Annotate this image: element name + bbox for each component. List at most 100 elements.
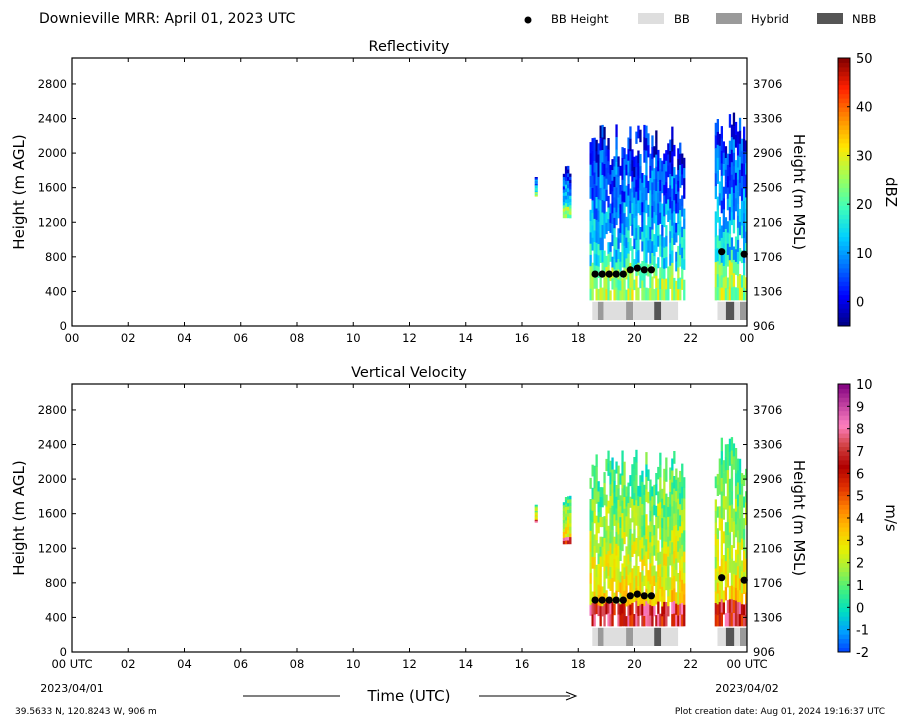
data-cell: [655, 239, 658, 252]
data-cell: [613, 547, 616, 560]
data-cell: [623, 213, 626, 225]
x-tick-label: 14: [458, 331, 473, 345]
data-cell: [665, 257, 668, 269]
data-cell: [740, 213, 744, 226]
data-cell: [728, 452, 732, 466]
data-cell: [677, 573, 680, 584]
data-cell: [615, 149, 618, 163]
data-cell: [605, 530, 608, 543]
data-cell: [683, 228, 686, 240]
data-cell: [593, 465, 596, 478]
data-cell: [611, 493, 614, 506]
data-cell: [615, 174, 618, 188]
data-cell: [601, 516, 604, 528]
y-tick-label: 800: [45, 576, 67, 590]
data-cell: [745, 491, 748, 503]
data-cell: [669, 265, 672, 278]
data-cell: [567, 523, 570, 528]
data-cell: [595, 254, 598, 267]
data-cell: [599, 616, 602, 627]
data-cell: [736, 203, 740, 216]
data-cell: [716, 582, 719, 594]
data-cell: [629, 572, 632, 584]
data-cell: [728, 140, 732, 155]
data-cell: [722, 254, 725, 267]
bb-type-bb-bar: [603, 301, 627, 320]
data-cell: [661, 278, 664, 290]
data-cell: [657, 182, 660, 194]
x-tick-label: 00 UTC: [726, 657, 767, 671]
data-cell: [724, 264, 728, 277]
data-cell: [667, 576, 670, 587]
data-cell: [669, 254, 672, 266]
bb-type-bb-bar: [633, 301, 655, 320]
data-cell: [732, 112, 736, 127]
data-cell: [599, 516, 602, 528]
colorbar-segment: [838, 245, 850, 251]
data-cell: [562, 186, 566, 190]
data-cell: [631, 602, 634, 615]
data-cell: [609, 290, 612, 301]
data-cell: [734, 172, 738, 186]
data-cell: [603, 164, 606, 177]
data-cell: [730, 572, 734, 586]
plot-creation-date: Plot creation date: Aug 01, 2024 19:16:3…: [675, 707, 885, 717]
data-cell: [714, 534, 717, 546]
data-cell: [605, 494, 608, 507]
bb-type-bb-bar: [603, 627, 627, 646]
data-cell: [629, 188, 632, 202]
data-cell: [601, 124, 604, 138]
data-cell: [597, 244, 600, 256]
data-cell: [647, 216, 650, 229]
data-cell: [730, 287, 734, 301]
data-cell: [728, 532, 732, 547]
data-cell: [673, 189, 676, 201]
vertical-velocity-title: Vertical Velocity: [351, 365, 467, 381]
data-cell: [597, 584, 600, 596]
data-cell: [716, 528, 719, 540]
data-cell: [681, 463, 684, 476]
data-cell: [663, 195, 666, 207]
data-cell: [675, 203, 678, 214]
data-cell: [645, 601, 648, 614]
colorbar-segment: [838, 518, 850, 523]
x-tick-label: 22: [683, 331, 698, 345]
data-cell: [623, 224, 626, 236]
data-cell: [591, 237, 594, 251]
data-cell: [679, 559, 682, 571]
x-tick-label: 22: [683, 657, 698, 671]
data-cell: [567, 191, 570, 196]
data-cell: [613, 238, 616, 250]
data-cell: [635, 167, 638, 180]
y2-tick-label: 3706: [753, 403, 782, 417]
data-cell: [633, 218, 636, 229]
data-cell: [623, 180, 626, 192]
data-cell: [745, 151, 748, 164]
data-cell: [621, 575, 624, 589]
data-cell: [736, 614, 740, 627]
colorbar-tick-label: 0: [856, 296, 864, 311]
data-cell: [637, 250, 640, 263]
time-axis-label: Time (UTC): [367, 687, 451, 705]
data-cell: [599, 287, 602, 301]
data-cell: [740, 163, 744, 177]
colorbar-segment: [838, 477, 850, 483]
data-cell: [564, 497, 568, 501]
data-cell: [639, 529, 642, 541]
data-cell: [683, 249, 686, 260]
data-cell: [740, 188, 744, 202]
data-cell: [649, 239, 652, 252]
data-cell: [599, 125, 602, 139]
data-cell: [613, 503, 616, 515]
data-cell: [609, 213, 612, 224]
data-cell: [655, 287, 658, 301]
data-cell: [651, 182, 654, 195]
data-cell: [683, 157, 686, 169]
data-cell: [597, 210, 600, 222]
data-cell: [593, 276, 596, 289]
data-cell: [665, 235, 668, 247]
data-cell: [734, 160, 738, 174]
data-cell: [589, 499, 592, 510]
data-cell: [567, 533, 570, 538]
